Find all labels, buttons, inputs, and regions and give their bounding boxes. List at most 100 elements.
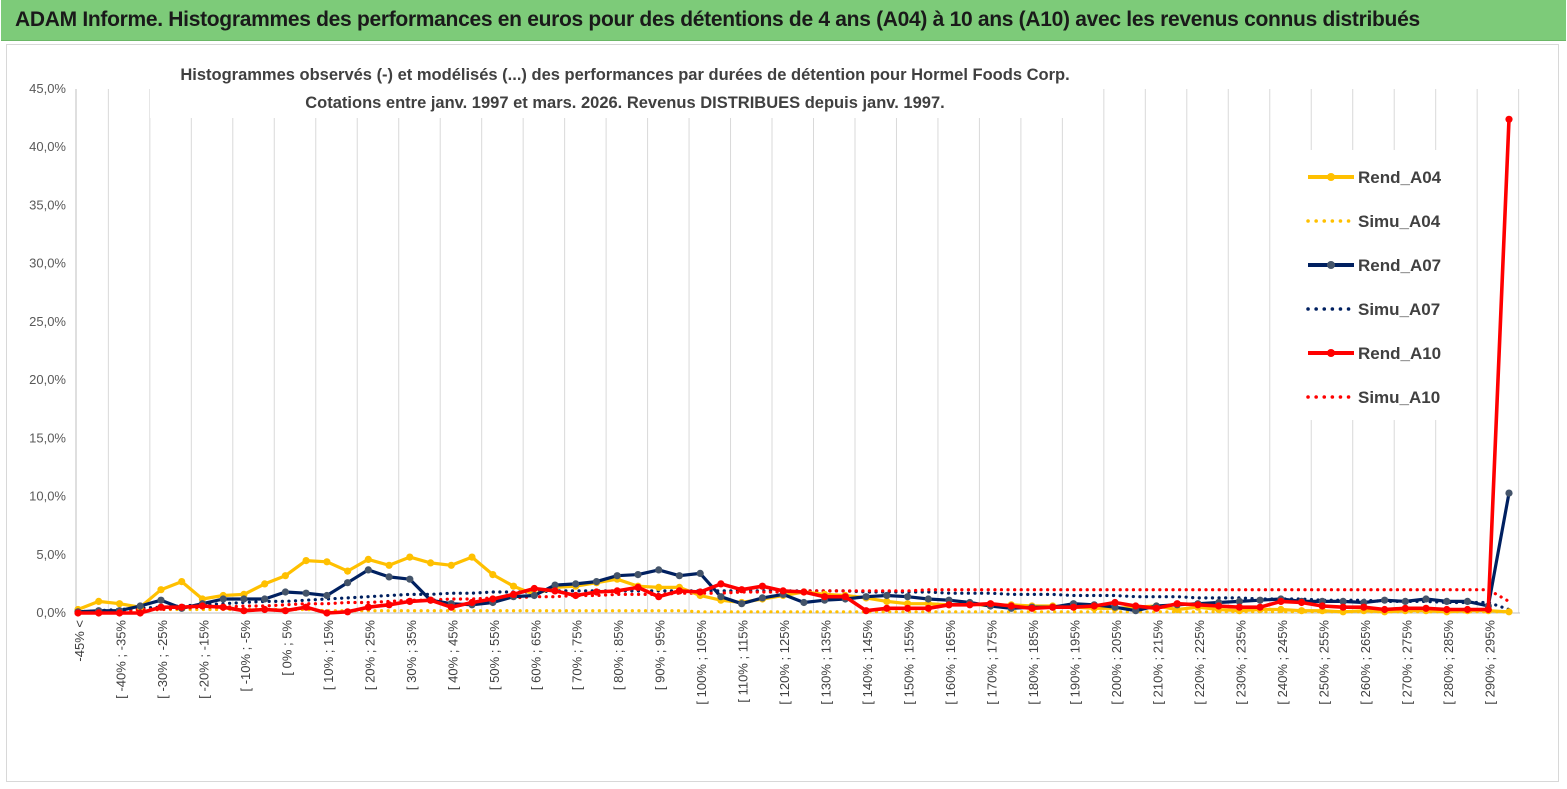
data-point [240, 607, 248, 615]
x-tick-label: [ 140% ; 145% [860, 620, 875, 705]
x-tick-label: [ 130% ; 135% [819, 620, 834, 705]
data-point [530, 584, 538, 593]
data-point [74, 609, 82, 617]
legend-item: Simu_A07 [1306, 300, 1440, 319]
data-point [1235, 603, 1243, 611]
data-point [1298, 598, 1306, 607]
data-point [1443, 597, 1451, 606]
data-point [509, 582, 518, 590]
data-point [986, 600, 995, 608]
data-point [489, 571, 497, 579]
x-tick-label: [ 260% ; 265% [1358, 620, 1373, 705]
legend-label: Simu_A04 [1358, 212, 1441, 231]
data-point [157, 603, 165, 611]
data-point [945, 601, 953, 609]
x-tick-label: [ 90% ; 95% [653, 620, 668, 691]
data-point [261, 580, 269, 588]
x-tick-label: [ -10% ; -5% [238, 620, 253, 692]
data-point [427, 596, 435, 604]
data-point [883, 591, 891, 600]
data-point [655, 583, 663, 592]
data-point [1152, 604, 1160, 612]
data-point [883, 597, 891, 606]
data-point [1277, 605, 1285, 614]
data-point [1069, 603, 1078, 611]
data-point [364, 603, 372, 611]
legend-label: Rend_A07 [1358, 256, 1441, 275]
x-tick-label: [ 10% ; 15% [321, 620, 336, 691]
data-point [219, 595, 227, 603]
data-point [1090, 602, 1098, 610]
data-point [323, 609, 331, 617]
data-point [406, 575, 414, 583]
data-point [758, 582, 767, 590]
data-point [1339, 597, 1347, 606]
x-tick-label: [ 290% ; 295% [1482, 620, 1497, 705]
x-tick-label: [ 100% ; 105% [694, 620, 709, 705]
y-tick-labels: 0,0% 5,0% 10,0% 15,0% 20,0% 25,0% 30,0% 35,0% 40… [29, 81, 66, 620]
data-point [738, 600, 746, 608]
x-tick-label: [ 270% ; 275% [1399, 620, 1414, 705]
y-tick-label: 30,0% [29, 256, 66, 271]
data-point [1194, 601, 1202, 609]
data-point [281, 607, 289, 615]
data-point [1339, 603, 1347, 611]
series-rend-a07 [77, 492, 1511, 614]
x-tick-label: [ 190% ; 195% [1067, 620, 1082, 705]
data-point [281, 572, 289, 580]
y-tick-label: 15,0% [29, 430, 66, 445]
data-point [1256, 603, 1264, 611]
data-point [157, 586, 165, 594]
data-point [862, 607, 870, 615]
data-point [841, 593, 849, 601]
chart-title-line-1: Histogrammes observés (-) et modélisés (… [180, 66, 1069, 84]
x-tick-label: [ 230% ; 235% [1233, 620, 1248, 705]
data-point [1422, 604, 1430, 612]
data-point [779, 587, 787, 595]
data-point [240, 595, 248, 603]
series-rend-a04 [77, 555, 1510, 614]
data-point [1277, 597, 1285, 606]
legend-item: Rend_A10 [1308, 344, 1441, 363]
data-point [95, 597, 103, 606]
series-lines [74, 115, 1513, 617]
x-tick-label: [ -20% ; -15% [196, 620, 211, 699]
x-tick-label: [ 50% ; 55% [487, 620, 502, 691]
data-point [1463, 605, 1472, 614]
data-point [198, 602, 206, 610]
data-point [1443, 605, 1451, 614]
y-tick-label: 25,0% [29, 314, 66, 329]
data-point [1463, 597, 1472, 606]
data-point [675, 587, 684, 595]
data-point [1235, 597, 1243, 606]
data-point [468, 553, 476, 561]
data-point [509, 590, 518, 599]
data-point [385, 561, 393, 569]
data-point [344, 567, 352, 575]
series-simu-a10 [76, 588, 1511, 614]
y-tick-label: 5,0% [36, 547, 66, 562]
series-rend-a10 [78, 119, 1511, 615]
x-tick-label: [ 240% ; 245% [1275, 620, 1290, 705]
x-tick-label: [ 70% ; 75% [570, 620, 585, 691]
data-point [1298, 607, 1306, 615]
chart-title-line-2: Cotations entre janv. 1997 et mars. 2026… [305, 94, 944, 112]
data-point [572, 591, 580, 600]
x-tick-label: [ 250% ; 255% [1316, 620, 1331, 705]
data-point [344, 608, 352, 616]
data-point [613, 572, 621, 580]
data-point [1505, 608, 1513, 616]
x-tick-label: [ 180% ; 185% [1026, 620, 1041, 705]
data-point [655, 593, 663, 601]
data-point [883, 604, 891, 612]
data-point [1505, 489, 1513, 497]
data-point [1318, 602, 1326, 610]
data-point [323, 591, 331, 600]
data-point [1422, 595, 1430, 603]
data-point [1028, 604, 1036, 612]
data-point [924, 595, 932, 603]
data-point [1132, 602, 1140, 610]
legend-item: Rend_A04 [1308, 168, 1442, 187]
data-point [447, 603, 455, 611]
